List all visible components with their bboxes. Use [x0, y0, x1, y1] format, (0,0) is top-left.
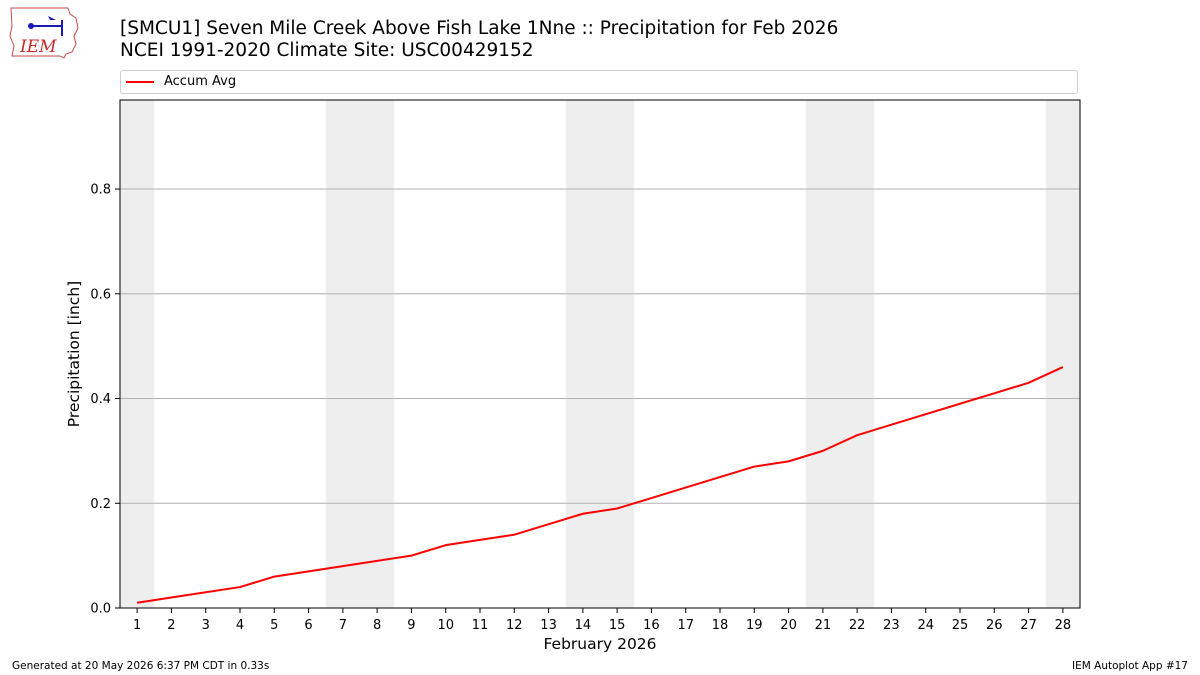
- x-tick-label-24: 25: [952, 618, 969, 633]
- x-tick-label-19: 20: [780, 618, 797, 633]
- x-tick-label-25: 26: [986, 618, 1003, 633]
- weekend-band-1: [325, 100, 395, 608]
- legend-label-accum-avg: Accum Avg: [164, 74, 237, 89]
- weekend-band-0: [120, 100, 155, 608]
- x-tick-label-13: 14: [575, 618, 592, 633]
- weekend-band-3: [805, 100, 875, 608]
- x-tick-label-12: 13: [540, 618, 557, 633]
- x-tick-label-26: 27: [1020, 618, 1037, 633]
- y-axis-label: Precipitation [inch]: [65, 281, 83, 427]
- iowa-outline-icon: [9, 7, 79, 59]
- y-tick-label-2: 0.4: [90, 392, 111, 407]
- x-tick-label-1: 2: [167, 618, 175, 633]
- x-tick-label-10: 11: [472, 618, 489, 633]
- x-tick-label-18: 19: [746, 618, 763, 633]
- logo-text: IEM: [19, 37, 57, 57]
- chart-title-line1: [SMCU1] Seven Mile Creek Above Fish Lake…: [120, 18, 839, 39]
- x-tick-label-0: 1: [133, 618, 141, 633]
- iem-logo: IEM: [9, 7, 79, 59]
- x-tick-label-11: 12: [506, 618, 523, 633]
- legend-swatch-accum-avg: [126, 81, 154, 83]
- x-tick-label-15: 16: [643, 618, 660, 633]
- x-axis-label: February 2026: [543, 635, 656, 653]
- plot-frame: [119, 99, 1081, 609]
- x-tick-label-23: 24: [917, 618, 934, 633]
- legend: Accum Avg: [120, 70, 1078, 94]
- x-tick-label-7: 8: [373, 618, 381, 633]
- footer-app-text: IEM Autoplot App #17: [1072, 660, 1188, 672]
- x-tick-label-17: 18: [712, 618, 729, 633]
- x-tick-label-20: 21: [815, 618, 832, 633]
- weekend-band-4: [1045, 100, 1080, 608]
- y-tick-label-0: 0.0: [90, 602, 111, 617]
- x-tick-label-2: 3: [202, 618, 210, 633]
- y-tick-label-1: 0.2: [90, 497, 111, 512]
- x-tick-label-16: 17: [677, 618, 694, 633]
- x-tick-label-27: 28: [1055, 618, 1072, 633]
- x-tick-label-4: 5: [270, 618, 278, 633]
- x-tick-label-9: 10: [437, 618, 454, 633]
- series-line-accum-avg: [136, 366, 1064, 604]
- weekend-band-2: [565, 100, 635, 608]
- x-tick-label-3: 4: [236, 618, 244, 633]
- x-tick-label-8: 9: [407, 618, 415, 633]
- y-tick-label-3: 0.6: [90, 287, 111, 302]
- footer-generated-text: Generated at 20 May 2026 6:37 PM CDT in …: [12, 660, 270, 672]
- x-tick-label-14: 15: [609, 618, 626, 633]
- y-tick-label-4: 0.8: [90, 183, 111, 198]
- x-tick-label-22: 23: [883, 618, 900, 633]
- x-tick-label-6: 7: [339, 618, 347, 633]
- chart-title-line2: NCEI 1991-2020 Climate Site: USC00429152: [120, 40, 534, 61]
- x-tick-label-5: 6: [304, 618, 312, 633]
- x-tick-label-21: 22: [849, 618, 866, 633]
